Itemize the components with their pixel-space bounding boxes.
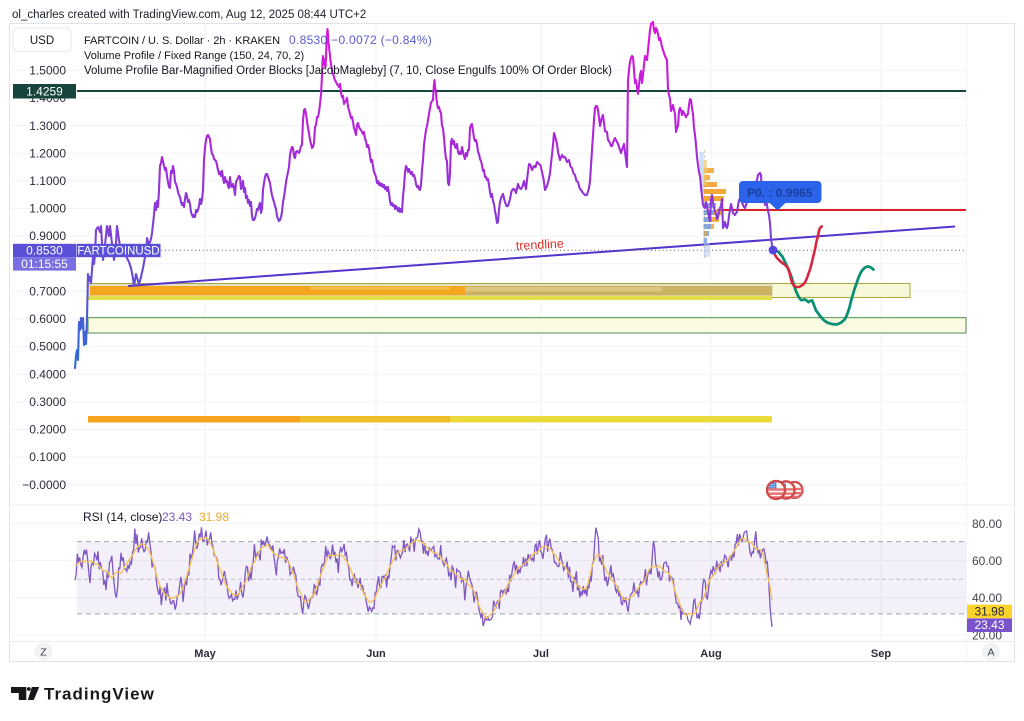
svg-text:Volume Profile Bar-Magnified O: Volume Profile Bar-Magnified Order Block… [84, 65, 612, 77]
svg-text:Z: Z [40, 647, 47, 659]
svg-text:FARTCOINUSD: FARTCOINUSD [77, 246, 159, 258]
svg-text:ol_charles created with Tradin: ol_charles created with TradingView.com,… [12, 9, 366, 21]
svg-text:Jun: Jun [366, 648, 386, 660]
svg-text:RSI (14, close): RSI (14, close) [83, 510, 162, 524]
svg-text:P0. : 0.9965: P0. : 0.9965 [747, 186, 813, 200]
svg-text:USD: USD [30, 35, 54, 47]
svg-text:23.43: 23.43 [162, 510, 192, 524]
svg-text:0.3000: 0.3000 [29, 395, 66, 409]
svg-text:trendline: trendline [515, 237, 564, 253]
svg-text:FARTCOIN / U. S. Dollar · 2h ·: FARTCOIN / U. S. Dollar · 2h · KRAKEN [84, 35, 280, 47]
svg-text:1.2000: 1.2000 [29, 146, 66, 160]
svg-text:0.4000: 0.4000 [29, 367, 66, 381]
svg-text:Sep: Sep [871, 648, 891, 660]
svg-text:0.9000: 0.9000 [29, 229, 66, 243]
svg-text:60.00: 60.00 [972, 554, 1002, 568]
svg-text:Jul: Jul [533, 648, 549, 660]
svg-text:0.7000: 0.7000 [29, 284, 66, 298]
svg-text:01:15:55: 01:15:55 [21, 257, 68, 271]
svg-text:1.5000: 1.5000 [29, 64, 66, 78]
svg-text:Volume Profile / Fixed Range (: Volume Profile / Fixed Range (150, 24, 7… [84, 50, 304, 62]
svg-text:A: A [987, 647, 994, 659]
svg-text:TradingView: TradingView [44, 685, 155, 704]
svg-text:1.0000: 1.0000 [29, 202, 66, 216]
svg-text:1.1000: 1.1000 [29, 174, 66, 188]
svg-text:−0.0000: −0.0000 [22, 478, 66, 492]
svg-text:0.5000: 0.5000 [29, 340, 66, 354]
svg-text:Aug: Aug [700, 648, 721, 660]
svg-text:31.98: 31.98 [199, 510, 229, 524]
svg-text:40.00: 40.00 [972, 591, 1002, 605]
svg-text:0.1000: 0.1000 [29, 450, 66, 464]
svg-text:31.98: 31.98 [974, 604, 1004, 618]
svg-text:1.4259: 1.4259 [26, 85, 63, 99]
svg-text:0.6000: 0.6000 [29, 312, 66, 326]
svg-text:1.3000: 1.3000 [29, 119, 66, 133]
svg-text:May: May [194, 648, 216, 660]
svg-text:0.2000: 0.2000 [29, 423, 66, 437]
svg-text:0.8530: 0.8530 [26, 244, 63, 258]
svg-text:23.43: 23.43 [974, 618, 1004, 632]
svg-text:80.00: 80.00 [972, 517, 1002, 531]
svg-text:0.8530 −0.0072 (−0.84%): 0.8530 −0.0072 (−0.84%) [289, 33, 432, 47]
